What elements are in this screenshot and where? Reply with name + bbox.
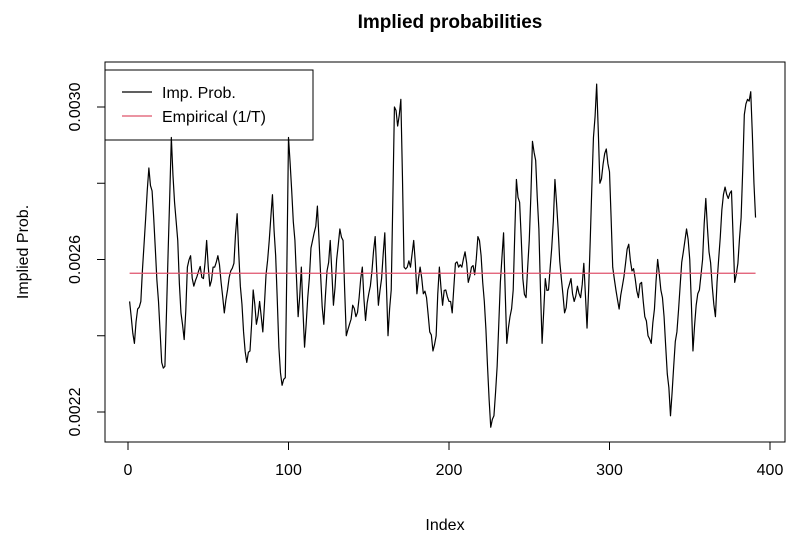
y-tick-label: 0.0030 <box>67 82 84 131</box>
legend-box <box>104 69 314 141</box>
x-axis-label: Index <box>425 517 464 534</box>
legend: Imp. Prob. Empirical (1/T) <box>104 69 314 141</box>
y-axis-label: Implied Prob. <box>15 205 32 299</box>
x-axis: 0 100 200 300 400 <box>124 442 784 479</box>
chart-title: Implied probabilities <box>358 12 543 33</box>
x-tick-label: 0 <box>124 462 133 479</box>
y-axis: 0.0022 0.0026 0.0030 <box>67 82 105 436</box>
x-tick-label: 200 <box>436 462 463 479</box>
x-tick-label: 100 <box>275 462 302 479</box>
y-tick-label: 0.0026 <box>67 235 84 284</box>
series-line-imp-prob <box>129 83 757 428</box>
legend-label-imp-prob: Imp. Prob. <box>162 85 236 102</box>
x-tick-label: 300 <box>596 462 623 479</box>
y-tick-label: 0.0022 <box>67 387 84 436</box>
x-tick-label: 400 <box>757 462 784 479</box>
plot-frame <box>104 61 786 443</box>
legend-label-empirical: Empirical (1/T) <box>162 109 266 126</box>
series-layer <box>129 83 757 428</box>
